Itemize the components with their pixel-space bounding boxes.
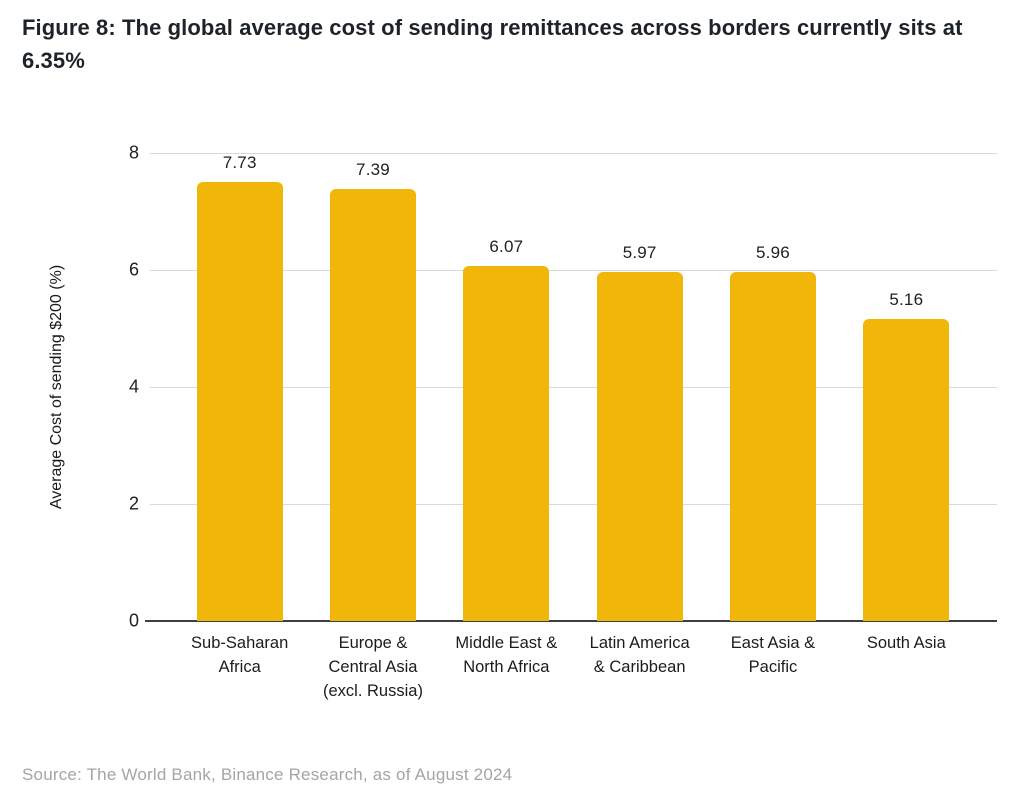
bar [329, 188, 416, 621]
bar-column: 5.97 [573, 153, 706, 621]
bar-column: 7.39 [306, 153, 439, 621]
gridline-y-4 [150, 387, 997, 388]
bar-column: 6.07 [440, 153, 573, 621]
bars-row: 7.73 7.39 6.07 5.97 5.96 5.16 [173, 153, 973, 621]
y-axis-title-text: Average Cost of sending $200 (%) [48, 264, 65, 510]
bar [729, 272, 816, 621]
bar [863, 319, 950, 621]
x-tick-label: Middle East & North Africa [455, 634, 558, 676]
bar-value-label: 5.16 [889, 290, 924, 310]
source-note: Source: The World Bank, Binance Research… [22, 765, 513, 784]
x-tick-label: Europe & Central Asia (excl. Russia) [323, 634, 423, 700]
bar [596, 271, 683, 621]
gridline-y-2 [150, 504, 997, 505]
y-tick-label-0: 0 [128, 610, 139, 631]
bar-column: 5.96 [706, 153, 839, 621]
bar [196, 182, 283, 621]
x-tick-label: East Asia & Pacific [730, 634, 816, 676]
x-axis-line [145, 620, 997, 622]
y-tick-label-2: 2 [128, 493, 139, 514]
bar-value-label: 5.97 [622, 242, 657, 262]
bar-value-label: 7.39 [356, 159, 390, 179]
x-tick-label: Sub-Saharan Africa [191, 634, 289, 676]
x-tick-label: South Asia [866, 634, 946, 652]
bar-column: 7.73 [173, 153, 306, 621]
x-axis-labels: Sub-Saharan Africa Europe & Central Asia … [173, 631, 973, 703]
gridline-y-6 [150, 270, 997, 271]
bar-column: 5.16 [840, 153, 973, 621]
gridline-y-8 [150, 153, 997, 154]
plot-area [145, 153, 997, 622]
bar-value-label: 6.07 [489, 236, 524, 256]
y-tick-label-8: 8 [128, 142, 139, 163]
x-tick-label: Latin America & Caribbean [589, 634, 690, 676]
bar-value-label: 5.96 [756, 243, 790, 263]
bar-value-label: 7.73 [222, 153, 257, 172]
y-tick-label-4: 4 [128, 376, 139, 397]
bar [463, 265, 550, 621]
y-tick-label-6: 6 [128, 259, 139, 280]
figure-title: Figure 8: The global average cost of sen… [22, 15, 963, 73]
